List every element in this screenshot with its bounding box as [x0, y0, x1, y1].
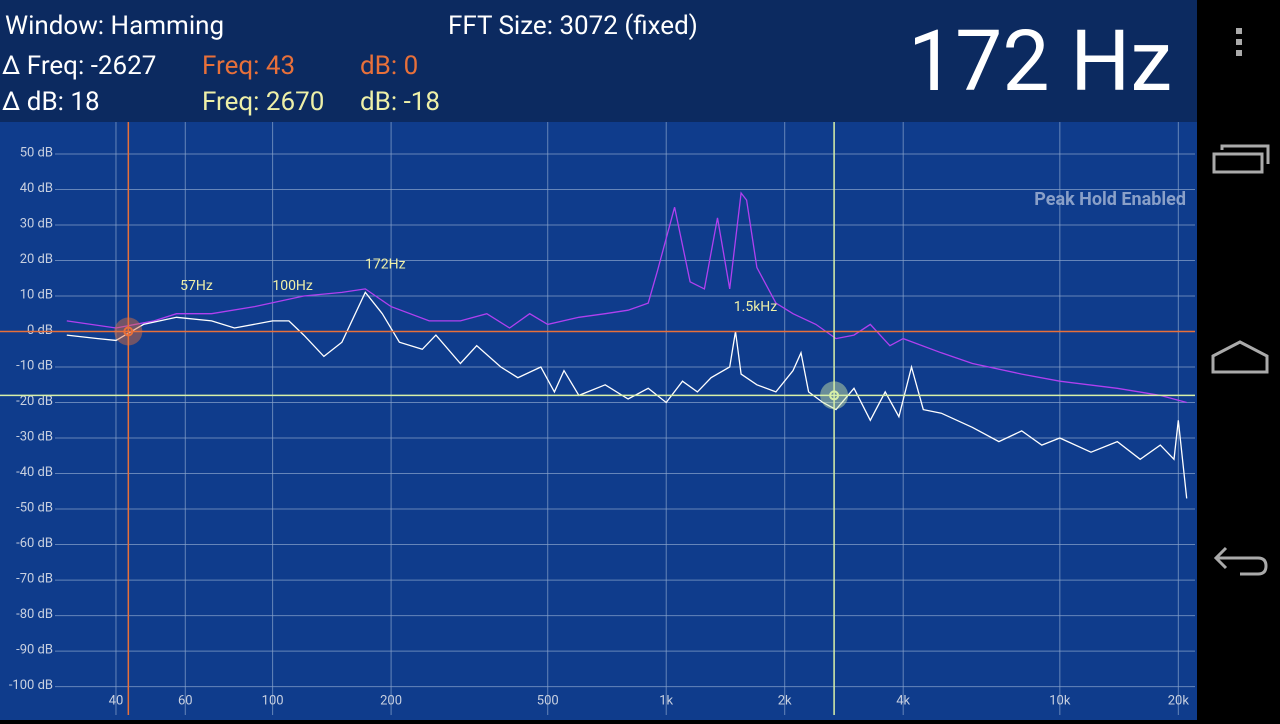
y-tick-label: -10 dB — [16, 358, 53, 373]
peak-label: 100Hz — [272, 278, 313, 294]
cursor-handle — [114, 317, 143, 346]
cursor2-db: dB: -18 — [360, 87, 440, 117]
recents-button[interactable] — [1212, 144, 1270, 174]
cursor-handle — [820, 381, 849, 410]
x-tick-label: 10k — [1049, 693, 1071, 708]
cursor-dot — [123, 326, 134, 337]
spectrum-line — [66, 291, 1188, 499]
plot-bg — [0, 122, 1197, 720]
back-button[interactable] — [1213, 546, 1268, 576]
y-tick-label: -50 dB — [16, 500, 53, 515]
y-tick-label: -80 dB — [16, 607, 53, 622]
x-tick-label: 200 — [380, 693, 402, 708]
y-tick-label: -40 dB — [16, 465, 53, 480]
y-tick-label: -30 dB — [16, 429, 53, 444]
x-tick-label: 500 — [537, 693, 559, 708]
peak-frequency: 172 Hz — [908, 12, 1172, 111]
x-tick-label: 40 — [109, 693, 124, 708]
home-button[interactable] — [1211, 340, 1269, 374]
x-tick-label: 2k — [778, 693, 792, 708]
delta-db: Δ dB: 18 — [2, 87, 100, 117]
cursor1-freq: Freq: 43 — [202, 51, 295, 81]
cursor-dot — [829, 390, 840, 401]
x-tick-label: 60 — [178, 693, 193, 708]
peak-label: 57Hz — [180, 278, 213, 294]
fft-size: FFT Size: 3072 (fixed) — [448, 11, 698, 41]
y-tick-label: -90 dB — [16, 643, 53, 658]
header-bg — [0, 0, 1197, 122]
y-tick-label: -60 dB — [16, 536, 53, 551]
cursor2-freq: Freq: 2670 — [202, 87, 324, 117]
peak-hold-label: Peak Hold Enabled — [1034, 189, 1186, 210]
x-tick-label: 1k — [659, 693, 673, 708]
peak-label: 172Hz — [365, 257, 406, 273]
cursor1-db: dB: 0 — [360, 51, 418, 81]
y-tick-label: -100 dB — [9, 678, 53, 693]
y-tick-label: 40 dB — [20, 181, 53, 196]
y-tick-label: -20 dB — [16, 394, 53, 409]
menu-icon[interactable] — [1236, 28, 1242, 56]
x-tick-label: 100 — [262, 693, 284, 708]
y-tick-label: 20 dB — [20, 252, 53, 267]
y-tick-label: 0 dB — [27, 323, 53, 338]
delta-freq: Δ Freq: -2627 — [2, 51, 156, 81]
y-tick-label: -70 dB — [16, 572, 53, 587]
window-label: Window: Hamming — [5, 11, 224, 41]
y-tick-label: 30 dB — [20, 216, 53, 231]
peak-label: 1.5kHz — [734, 299, 778, 315]
x-tick-label: 20k — [1168, 693, 1190, 708]
y-tick-label: 50 dB — [20, 145, 53, 160]
x-tick-label: 4k — [896, 693, 910, 708]
y-tick-label: 10 dB — [20, 287, 53, 302]
spectrum-line — [66, 191, 1187, 404]
